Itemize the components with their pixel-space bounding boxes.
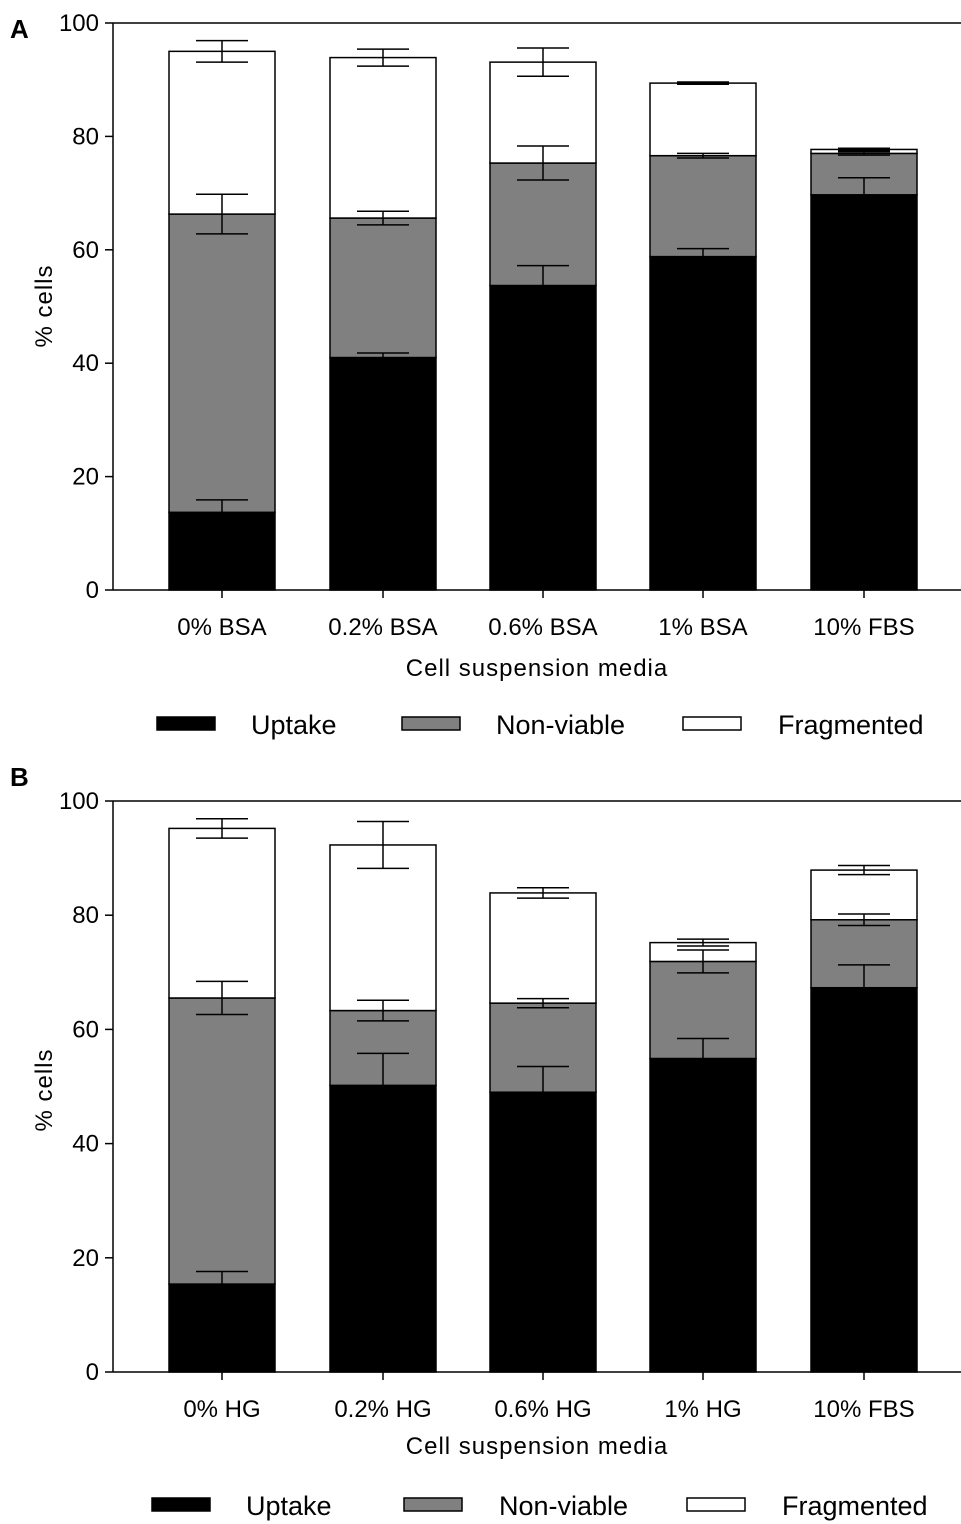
- bar-stack: [810, 864, 918, 1373]
- bar-stack: [489, 887, 597, 1373]
- y-axis-title: % cells: [31, 1048, 58, 1131]
- legend: Uptake Non-viable Fragmented: [156, 710, 924, 740]
- bar-segment-non-viable: [329, 217, 437, 359]
- bar-segment-uptake: [329, 356, 437, 591]
- x-category-label: 0% BSA: [177, 614, 266, 641]
- bar-stack: [810, 147, 918, 591]
- bar-segment-uptake: [810, 986, 918, 1373]
- x-category-label: 1% HG: [664, 1396, 741, 1423]
- bar-stack: [168, 817, 276, 1373]
- bar-segment-uptake: [489, 284, 597, 591]
- x-category-label: 0.6% BSA: [488, 614, 597, 641]
- bar-stack: [649, 938, 757, 1373]
- y-tick-label: 100: [59, 10, 99, 37]
- y-tick-label: 60: [72, 237, 99, 264]
- chart-panel-a: A 0 20 40 60 80 100 % cells 0% BSA 0.2% BSA 0.6% B…: [10, 10, 961, 740]
- legend-swatch-non-viable: [401, 716, 461, 731]
- bar-stack: [489, 47, 597, 591]
- bar-segment-uptake: [329, 1084, 437, 1373]
- bar-segment-fragmented: [810, 869, 918, 921]
- bar-segment-fragmented: [489, 892, 597, 1004]
- legend-swatch-uptake: [156, 716, 216, 731]
- bar-stack: [329, 820, 437, 1373]
- legend-label: Uptake: [246, 1491, 332, 1521]
- bar-segment-uptake: [810, 194, 918, 591]
- x-axis-title: Cell suspension media: [406, 655, 668, 682]
- y-tick-label: 60: [72, 1016, 99, 1043]
- legend-label: Non-viable: [499, 1491, 628, 1521]
- legend-label: Uptake: [251, 710, 337, 740]
- chart-panel-b: B 0 20 40 60 80 100 % cells 0% HG 0.2% HG 0.6% HG 1…: [10, 762, 961, 1521]
- bar-segment-fragmented: [329, 844, 437, 1012]
- bar-segment-uptake: [489, 1091, 597, 1373]
- bar-stack: [329, 48, 437, 591]
- x-category-label: 0% HG: [183, 1396, 260, 1423]
- x-category-label: 0.2% HG: [334, 1396, 431, 1423]
- y-tick-label: 0: [86, 1359, 99, 1386]
- bar-segment-fragmented: [168, 50, 276, 215]
- y-tick-label: 100: [59, 788, 99, 815]
- legend-label: Fragmented: [782, 1491, 928, 1521]
- y-axis-title: % cells: [31, 264, 58, 347]
- x-category-label: 10% FBS: [813, 614, 914, 641]
- x-category-label: 10% FBS: [813, 1396, 914, 1423]
- panel-letter: A: [10, 14, 29, 44]
- y-tick-label: 80: [72, 902, 99, 929]
- panel-letter: B: [10, 762, 29, 792]
- y-tick-label: 40: [72, 1131, 99, 1158]
- bar-segment-fragmented: [168, 827, 276, 999]
- bar-stack: [649, 81, 757, 591]
- bar-stack: [168, 39, 276, 591]
- legend-swatch-uptake: [151, 1497, 211, 1512]
- legend-swatch-non-viable: [403, 1497, 463, 1512]
- bar-segment-non-viable: [168, 213, 276, 514]
- x-category-label: 1% BSA: [658, 614, 747, 641]
- y-tick-label: 20: [72, 1245, 99, 1272]
- bar-segment-uptake: [649, 255, 757, 591]
- y-tick-label: 40: [72, 350, 99, 377]
- y-tick-label: 0: [86, 577, 99, 604]
- bar-segment-non-viable: [168, 997, 276, 1285]
- x-category-label: 0.6% HG: [494, 1396, 591, 1423]
- bar-segment-fragmented: [329, 56, 437, 219]
- x-category-label: 0.2% BSA: [328, 614, 437, 641]
- legend: Uptake Non-viable Fragmented: [151, 1491, 928, 1521]
- bar-segment-uptake: [649, 1057, 757, 1373]
- legend-label: Non-viable: [496, 710, 625, 740]
- bar-segment-uptake: [168, 1283, 276, 1373]
- bar-segment-non-viable: [649, 154, 757, 258]
- y-tick-label: 80: [72, 123, 99, 150]
- legend-swatch-fragmented: [686, 1497, 746, 1512]
- legend-swatch-fragmented: [682, 716, 742, 731]
- legend-label: Fragmented: [778, 710, 924, 740]
- bar-segment-fragmented: [649, 82, 757, 157]
- x-axis-title: Cell suspension media: [406, 1433, 668, 1460]
- y-tick-label: 20: [72, 464, 99, 491]
